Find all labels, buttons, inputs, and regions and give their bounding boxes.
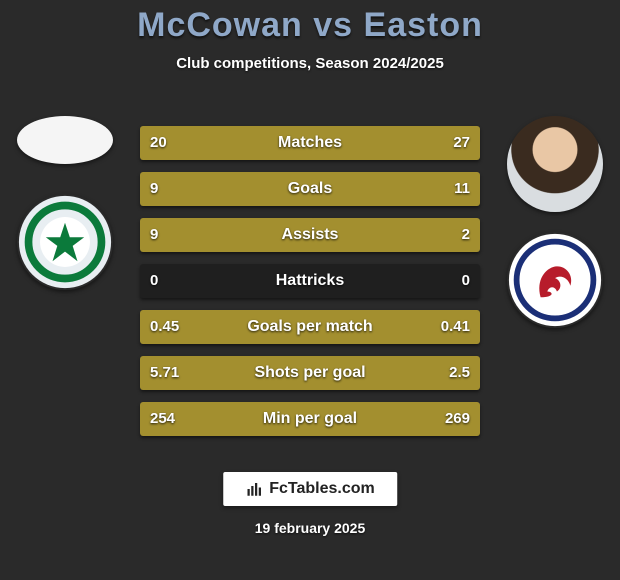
- stat-value-right: 2: [462, 218, 470, 252]
- brand-footer[interactable]: FcTables.com: [223, 472, 397, 506]
- stat-value-right: 27: [453, 126, 470, 160]
- right-player-avatar: [507, 116, 603, 212]
- stat-row: Goals9 11: [140, 172, 480, 206]
- stat-label: Min per goal: [140, 402, 480, 436]
- left-player-avatar: [17, 116, 113, 164]
- stat-row: Assists9 2: [140, 218, 480, 252]
- stat-row: Shots per goal5.71 2.5: [140, 356, 480, 390]
- stat-label: Assists: [140, 218, 480, 252]
- date-text: 19 february 2025: [0, 520, 620, 536]
- left-player-column: [10, 116, 120, 290]
- right-club-badge: [507, 232, 603, 328]
- right-player-column: [500, 116, 610, 328]
- brand-text: FcTables.com: [269, 480, 375, 498]
- stat-value-right: 11: [454, 172, 470, 206]
- stats-block: Matches2027Goals911Assists92Hattricks00G…: [140, 126, 480, 448]
- stat-value-right: 0: [462, 264, 470, 298]
- stat-label: Goals per match: [140, 310, 480, 344]
- page-title: McCowan vs Easton: [0, 6, 620, 45]
- celtic-badge-icon: [17, 194, 113, 290]
- stat-label: Hattricks: [140, 264, 480, 298]
- stat-row: Matches20 27: [140, 126, 480, 160]
- stat-value-right: 269: [445, 402, 470, 436]
- stat-value-left: 9: [150, 218, 158, 252]
- stat-value-left: 0: [150, 264, 158, 298]
- stat-value-left: 254: [150, 402, 175, 436]
- stat-label: Goals: [140, 172, 480, 206]
- chart-icon: [245, 480, 263, 498]
- stat-value-left: 20: [150, 126, 167, 160]
- left-club-badge: [17, 194, 113, 290]
- stat-value-left: 0.45: [150, 310, 179, 344]
- stat-row: Min per goal254 269: [140, 402, 480, 436]
- stat-label: Shots per goal: [140, 356, 480, 390]
- stat-value-left: 5.71: [150, 356, 179, 390]
- stat-value-left: 9: [150, 172, 158, 206]
- stat-row: Goals per match0.45 0.41: [140, 310, 480, 344]
- stat-label: Matches: [140, 126, 480, 160]
- subtitle: Club competitions, Season 2024/2025: [0, 55, 620, 72]
- stat-row: Hattricks0 0: [140, 264, 480, 298]
- stat-value-right: 2.5: [449, 356, 470, 390]
- comparison-card: McCowan vs Easton Club competitions, Sea…: [0, 6, 620, 580]
- raith-badge-icon: [507, 232, 603, 328]
- stat-value-right: 0.41: [441, 310, 470, 344]
